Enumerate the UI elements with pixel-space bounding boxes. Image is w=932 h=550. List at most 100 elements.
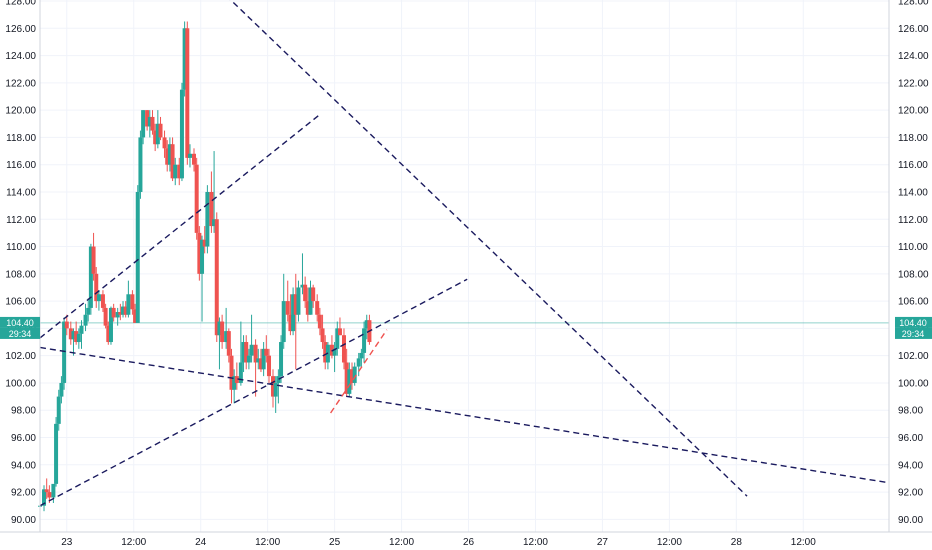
candle-body <box>59 382 64 397</box>
candle-body <box>311 287 316 302</box>
candle-body <box>108 307 113 343</box>
y-tick-label-left: 94.00 <box>11 460 36 471</box>
candle-body <box>145 110 150 127</box>
candle-down <box>162 130 167 158</box>
candle-up <box>155 110 160 149</box>
y-tick-label-left: 96.00 <box>11 433 36 444</box>
y-tick-label-left: 106.00 <box>5 297 36 308</box>
candle-body <box>56 396 61 424</box>
x-axis[interactable]: 23 12:00 24 12:00 25 12:00 26 12:00 27 12:00 28 12:… <box>61 537 816 548</box>
y-axis-right[interactable]: 90.00 92.00 94.00 96.00 98.00 100.00 102.00 104… <box>898 0 929 526</box>
candle-up <box>59 376 64 404</box>
trend-lines[interactable] <box>39 0 888 507</box>
candle-down <box>214 212 219 343</box>
candle-body <box>96 294 101 302</box>
candle-up <box>249 314 254 363</box>
y-tick-label-right: 110.00 <box>898 242 928 253</box>
candle-up <box>256 348 261 370</box>
candle-down <box>177 157 182 186</box>
y-tick-label-right: 120.00 <box>898 106 929 117</box>
candle-body <box>141 110 146 138</box>
candle-body <box>182 28 187 90</box>
candle-body <box>200 239 205 274</box>
candle-body <box>47 492 52 498</box>
candle-body <box>244 342 249 363</box>
candle-up <box>352 362 357 386</box>
candle-body <box>94 273 99 302</box>
y-tick-label-right: 106.00 <box>898 297 929 308</box>
x-tick-label: 25 <box>329 537 341 548</box>
candle-body <box>362 328 367 353</box>
candle-up <box>83 303 88 332</box>
candles <box>38 21 372 513</box>
candle-up <box>261 342 266 377</box>
candle-down <box>130 290 135 315</box>
candle-body <box>303 284 308 302</box>
candle-body <box>241 342 246 363</box>
candle-up <box>246 348 251 370</box>
y-tick-label-right: 102.00 <box>898 351 929 362</box>
y-tick-label-left: 112.00 <box>6 215 36 226</box>
y-tick-label-left: 102.00 <box>5 351 36 362</box>
candle-down <box>234 362 239 390</box>
candle-body <box>320 328 325 343</box>
candle-up <box>167 137 172 172</box>
candle-up <box>205 185 210 254</box>
candle-up <box>296 280 301 322</box>
candle-down <box>271 369 276 408</box>
trend-line[interactable] <box>330 329 388 414</box>
candle-down <box>197 226 202 281</box>
y-tick-label-right: 94.00 <box>898 460 923 471</box>
candle-down <box>74 321 79 345</box>
candle-body <box>352 366 357 383</box>
candle-down <box>323 335 328 370</box>
candle-body <box>83 314 88 326</box>
candle-body <box>341 335 346 363</box>
y-tick-label-left: 124.00 <box>5 51 36 62</box>
candle-up <box>147 110 152 138</box>
candle-body <box>162 137 167 149</box>
y-tick-label-left: 90.00 <box>11 515 36 526</box>
candle-up <box>238 321 243 386</box>
candle-body <box>44 489 49 493</box>
candle-body <box>364 320 369 329</box>
candle-body <box>266 355 271 377</box>
candle-down <box>133 303 138 323</box>
candle-body <box>103 307 108 326</box>
candle-down <box>311 284 316 308</box>
candle-down <box>191 148 196 172</box>
candle-up <box>179 82 184 182</box>
candle-body <box>264 348 269 356</box>
grid-lines <box>40 0 889 532</box>
candle-up <box>332 342 337 373</box>
candle-body <box>205 191 210 247</box>
candle-body <box>229 355 234 390</box>
trend-line[interactable] <box>39 278 468 507</box>
candle-body <box>100 294 105 308</box>
candle-down <box>118 303 123 321</box>
candle-up <box>362 321 367 363</box>
candle-down <box>158 116 163 141</box>
y-tick-label-left: 126.00 <box>5 24 36 35</box>
candle-body <box>279 342 284 377</box>
price-badge-right: 104.40 29:34 <box>895 316 932 339</box>
y-tick-label-right: 122.00 <box>898 78 929 89</box>
y-tick-label-left: 122.00 <box>5 78 36 89</box>
y-tick-label-left: 128.00 <box>5 0 36 8</box>
trend-line[interactable] <box>226 0 748 497</box>
y-tick-label-left: 110.00 <box>6 242 36 253</box>
x-tick-label: 12:00 <box>523 537 548 548</box>
y-tick-label-right: 92.00 <box>898 488 923 499</box>
candle-down <box>103 303 108 329</box>
candle-body <box>91 246 96 274</box>
candle-up <box>300 253 305 295</box>
candle-up <box>126 280 131 318</box>
y-tick-label-left: 116.00 <box>6 160 36 171</box>
candle-body <box>308 287 313 315</box>
candle-up <box>364 314 369 340</box>
candle-up <box>121 301 126 318</box>
candle-body <box>226 331 231 356</box>
candle-body <box>315 301 320 315</box>
trend-line[interactable] <box>39 346 888 484</box>
